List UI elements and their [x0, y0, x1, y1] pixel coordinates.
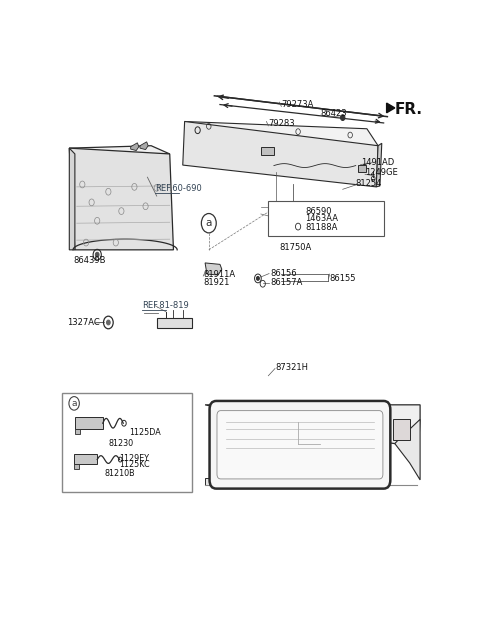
Text: 81750A: 81750A [279, 243, 312, 252]
Polygon shape [75, 417, 103, 429]
Text: 86439B: 86439B [73, 256, 106, 265]
Text: 81188A: 81188A [305, 223, 338, 231]
Text: 86155: 86155 [330, 274, 356, 283]
Polygon shape [358, 165, 366, 172]
Text: 1125DA: 1125DA [129, 428, 161, 437]
Text: REF.81-819: REF.81-819 [142, 301, 189, 310]
Polygon shape [131, 143, 139, 150]
Text: 79283: 79283 [268, 120, 295, 128]
Text: 79273A: 79273A [281, 99, 314, 109]
Text: 81210B: 81210B [105, 469, 135, 478]
Polygon shape [205, 479, 384, 485]
Text: 1463AA: 1463AA [305, 214, 338, 223]
Text: 86157A: 86157A [270, 278, 302, 287]
Text: 87321H: 87321H [276, 362, 309, 372]
Polygon shape [140, 142, 148, 150]
Polygon shape [183, 121, 378, 187]
Polygon shape [156, 318, 192, 328]
Text: 86156: 86156 [270, 269, 297, 278]
Polygon shape [268, 201, 384, 237]
FancyBboxPatch shape [210, 401, 390, 489]
Polygon shape [74, 454, 97, 464]
Text: 81230: 81230 [108, 438, 133, 448]
Polygon shape [69, 148, 173, 250]
Text: 1125KC: 1125KC [120, 460, 150, 469]
Polygon shape [74, 464, 79, 469]
FancyBboxPatch shape [62, 393, 192, 491]
Text: 1491AD: 1491AD [361, 158, 395, 167]
Polygon shape [386, 103, 395, 113]
Text: 1327AC: 1327AC [67, 318, 100, 328]
Polygon shape [393, 420, 410, 440]
Text: 1249GE: 1249GE [365, 168, 398, 177]
Text: REF.60-690: REF.60-690 [155, 184, 202, 193]
Polygon shape [69, 146, 170, 157]
Circle shape [340, 114, 345, 121]
Polygon shape [205, 405, 420, 443]
Circle shape [96, 252, 99, 257]
Polygon shape [75, 429, 81, 434]
Circle shape [107, 320, 110, 325]
Text: 86590: 86590 [305, 206, 332, 216]
Text: a: a [205, 218, 212, 228]
Text: 81911A: 81911A [203, 270, 235, 279]
Polygon shape [185, 121, 378, 146]
Circle shape [256, 277, 259, 281]
Text: 81254: 81254 [356, 179, 382, 187]
Polygon shape [376, 143, 382, 187]
Polygon shape [69, 148, 75, 250]
Text: FR.: FR. [395, 102, 423, 117]
Text: 1129EY: 1129EY [120, 454, 150, 462]
FancyBboxPatch shape [217, 411, 383, 479]
Text: a: a [72, 399, 77, 408]
Polygon shape [261, 147, 274, 155]
Text: 81921: 81921 [203, 278, 229, 287]
Text: 86423: 86423 [321, 109, 347, 118]
Polygon shape [205, 263, 222, 275]
Polygon shape [395, 420, 420, 480]
